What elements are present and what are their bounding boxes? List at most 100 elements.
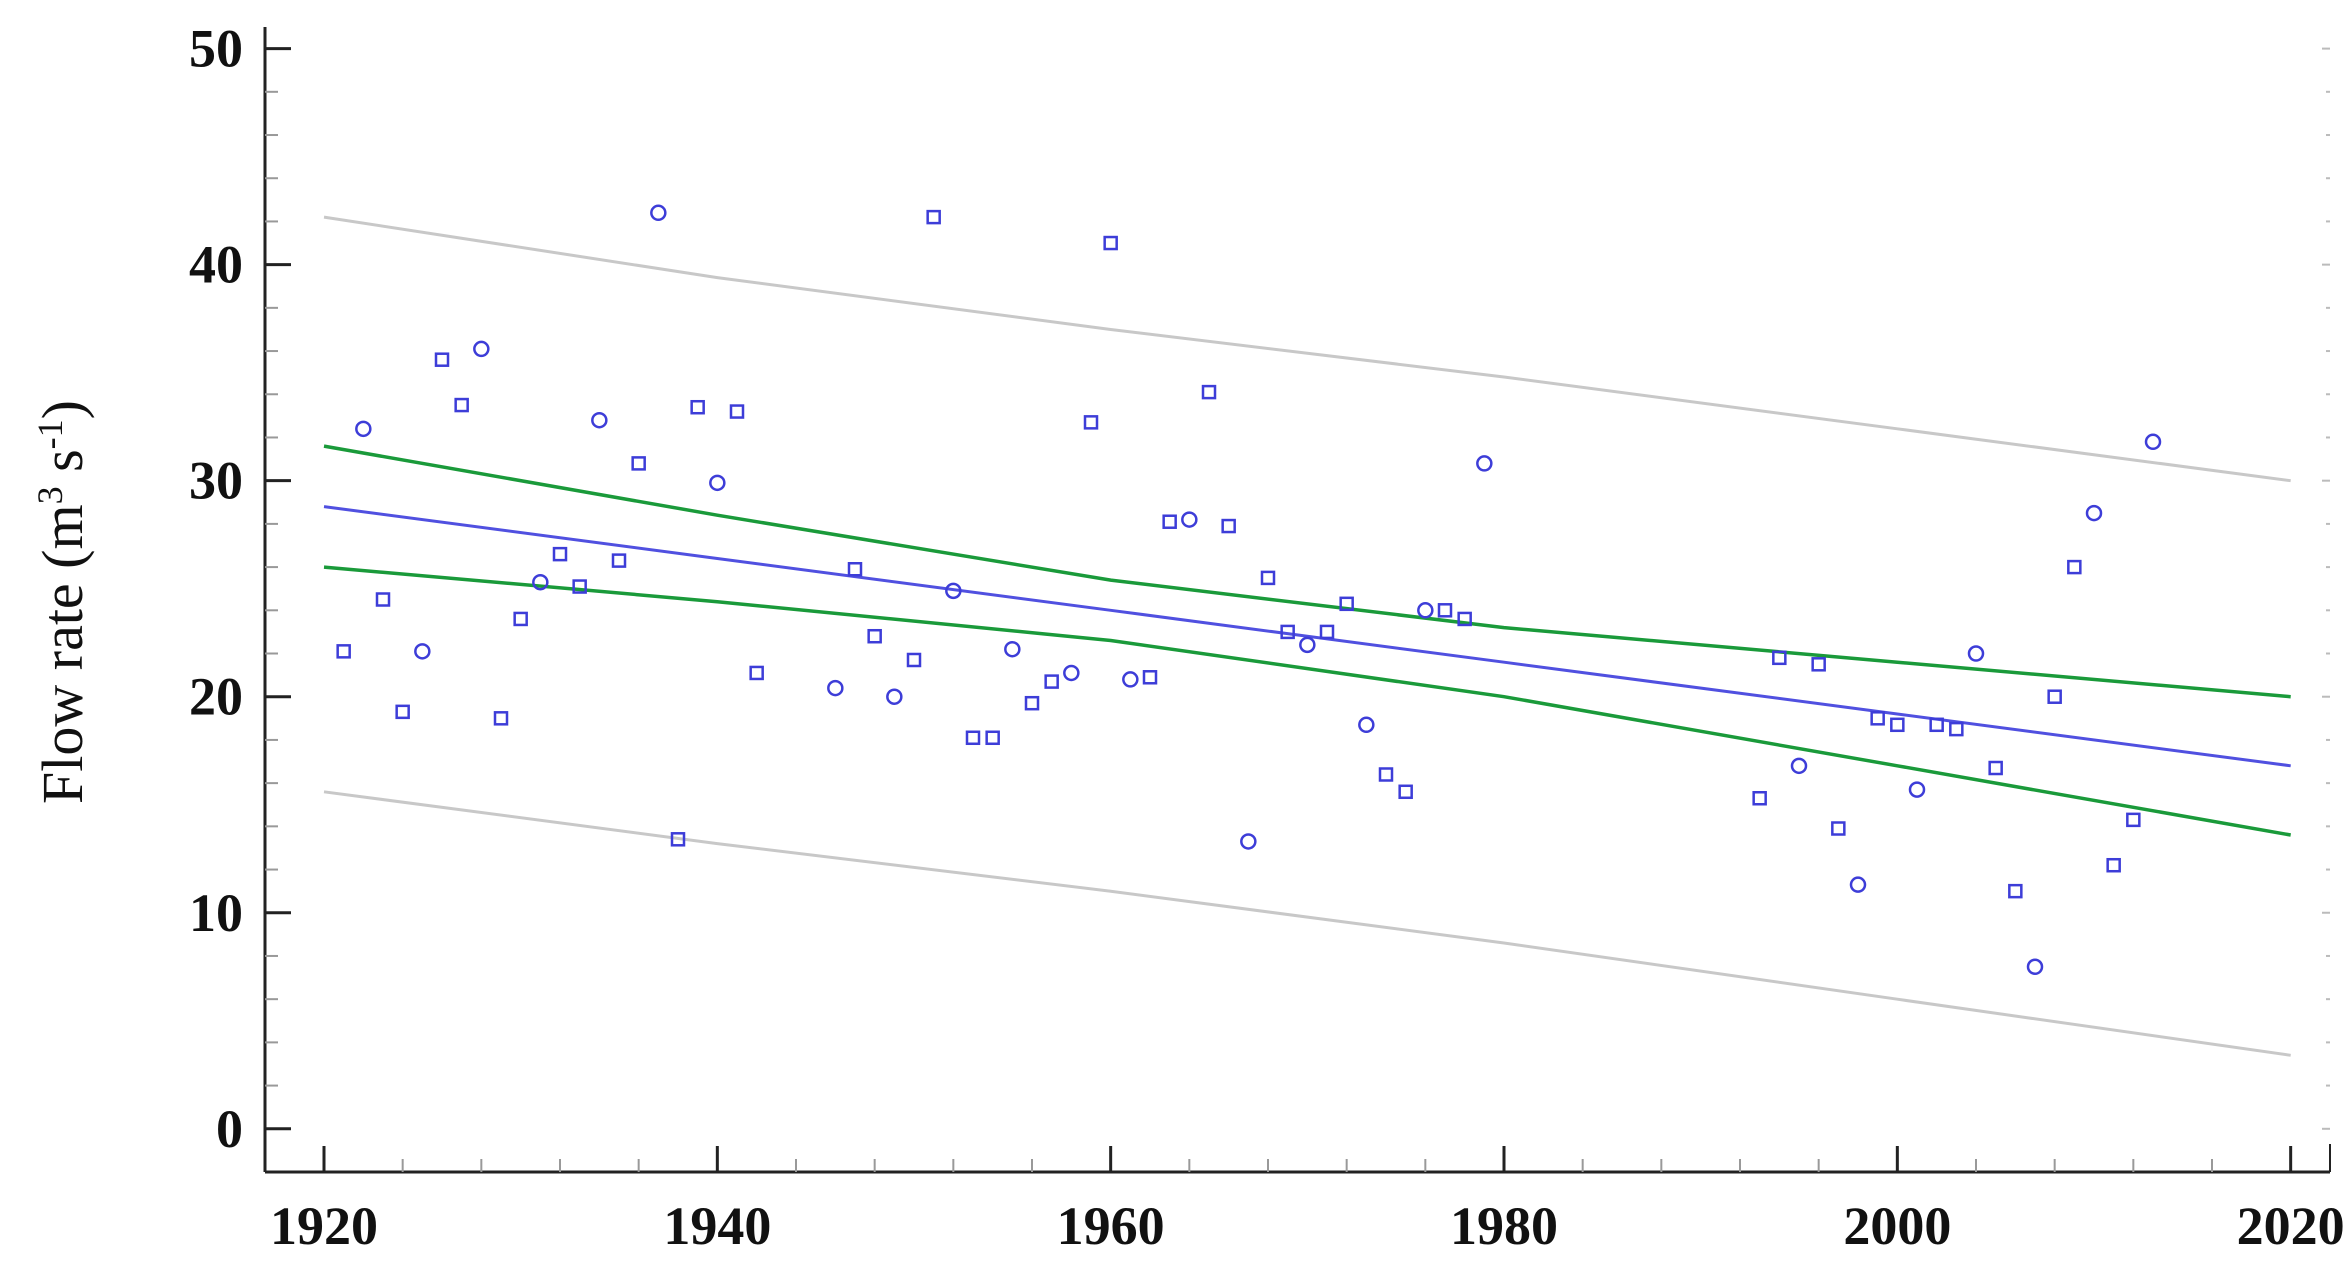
data-point <box>906 652 922 668</box>
data-point <box>414 643 431 660</box>
prediction-upper-line <box>323 215 2291 483</box>
data-point <box>926 209 941 225</box>
data-point <box>1437 603 1453 618</box>
data-point <box>965 730 981 746</box>
confidence-band <box>323 444 2292 837</box>
data-point <box>1260 570 1276 586</box>
data-point <box>1398 784 1413 800</box>
data-point <box>1417 602 1434 619</box>
data-point <box>886 688 903 705</box>
data-point <box>1024 695 1040 711</box>
data-point <box>1358 716 1375 734</box>
data-point <box>729 404 745 419</box>
y-tick-label: 40 <box>189 235 243 295</box>
data-point <box>1752 791 1767 806</box>
data-point <box>473 340 490 358</box>
data-point <box>2067 559 2082 575</box>
data-point <box>1162 514 1177 529</box>
data-point <box>650 204 667 222</box>
data-point <box>709 474 726 492</box>
confidence-lower-line <box>323 565 2292 837</box>
data-point <box>1929 717 1944 733</box>
data-point <box>945 582 962 600</box>
data-point <box>1083 415 1099 430</box>
y-tick-label: 20 <box>189 667 243 727</box>
data-point <box>552 546 568 562</box>
data-point <box>1103 235 1118 251</box>
x-tick-label: 2000 <box>1843 1196 1951 1256</box>
data-point <box>1378 767 1394 782</box>
x-tick-label: 1960 <box>1057 1196 1165 1256</box>
data-point <box>1790 757 1808 775</box>
y-tick-label: 0 <box>216 1099 243 1159</box>
data-point <box>591 411 608 429</box>
x-tick-label: 1940 <box>663 1196 771 1256</box>
x-tick-label: 2020 <box>2237 1196 2345 1256</box>
data-point <box>513 611 528 627</box>
data-point <box>631 456 646 471</box>
data-point <box>611 553 627 568</box>
x-tick-label: 1920 <box>270 1196 378 1256</box>
plot-area <box>265 27 2330 1172</box>
data-point <box>1181 511 1198 528</box>
data-point <box>1063 664 1080 682</box>
y-tick-label: 50 <box>189 19 243 79</box>
data-point <box>1221 518 1236 534</box>
data-point <box>2026 958 2044 976</box>
data-point <box>1319 624 1335 640</box>
data-points <box>336 204 2162 976</box>
data-point <box>1122 671 1139 688</box>
data-point <box>1949 721 1964 737</box>
data-point <box>532 573 549 591</box>
data-point <box>749 665 764 681</box>
data-point <box>1044 674 1059 689</box>
data-point <box>690 399 705 415</box>
data-point <box>1240 833 1257 850</box>
data-point <box>1988 760 2003 776</box>
data-point <box>2008 883 2023 899</box>
data-point <box>2106 857 2121 873</box>
data-point <box>1004 640 1021 658</box>
data-point <box>1849 876 1867 893</box>
x-tick-label: 1980 <box>1450 1196 1558 1256</box>
prediction-band <box>323 215 2291 1057</box>
data-point <box>454 397 469 413</box>
prediction-lower-line <box>323 790 2291 1057</box>
data-point <box>572 579 587 594</box>
data-point <box>827 679 844 697</box>
plot-background <box>265 27 2330 1172</box>
confidence-upper-line <box>323 444 2291 699</box>
data-point <box>1299 636 1316 654</box>
data-point <box>1870 711 1885 726</box>
y-tick-label: 10 <box>189 883 243 943</box>
data-point <box>1908 781 1926 798</box>
data-point <box>2144 433 2162 451</box>
data-point <box>847 562 863 577</box>
data-point <box>1831 821 1846 836</box>
data-point <box>1890 717 1905 733</box>
x-ticks: 1920 1940 1960 1980 2000 2020 <box>270 1146 2345 1256</box>
axes <box>263 27 2331 1174</box>
data-point <box>493 711 509 726</box>
data-point <box>1457 611 1472 627</box>
data-point <box>2126 812 2141 828</box>
y-ticks: 0 10 20 30 40 50 <box>189 19 2330 1159</box>
data-point <box>1476 455 1493 472</box>
data-point <box>1142 670 1158 685</box>
data-point <box>985 730 1000 746</box>
data-point <box>1811 657 1826 672</box>
y-tick-label: 30 <box>189 451 243 511</box>
data-point <box>1772 650 1787 666</box>
data-point <box>2047 689 2062 704</box>
data-point <box>867 628 882 644</box>
data-point <box>395 704 410 720</box>
data-point <box>434 352 450 367</box>
data-point <box>336 644 351 659</box>
data-point <box>670 832 686 847</box>
data-point <box>2085 504 2103 522</box>
y-axis-title: Flow rate (m3 s-1) <box>30 400 95 804</box>
data-point <box>1967 645 1985 662</box>
data-point <box>375 592 391 607</box>
data-point <box>1280 624 1295 640</box>
